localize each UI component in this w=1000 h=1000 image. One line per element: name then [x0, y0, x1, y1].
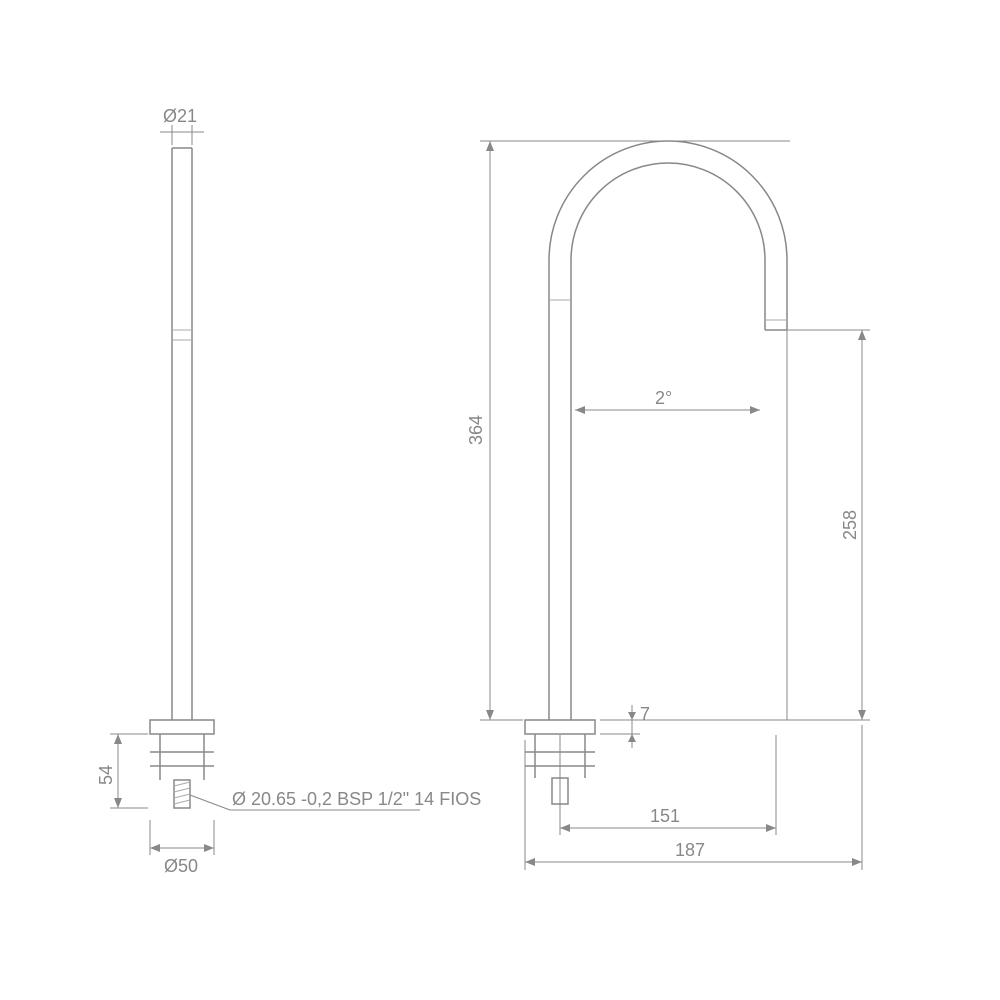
label-overall-height: 364 — [466, 415, 486, 445]
base-flange-left — [150, 720, 214, 808]
dim-mount-height: 54 — [96, 734, 148, 808]
label-thread-note: Ø 20.65 -0,2 BSP 1/2" 14 FIOS — [232, 789, 481, 809]
dim-overall-height: 364 — [466, 141, 545, 720]
label-base-diameter: Ø50 — [164, 856, 198, 876]
label-spout-drop: 258 — [840, 510, 860, 540]
label-reach-outer: 187 — [675, 840, 705, 860]
label-angle: 2° — [655, 388, 672, 408]
dim-spout-drop: 258 — [600, 330, 870, 720]
dim-reach-outer: 187 — [525, 725, 862, 870]
dim-flange-thickness: 7 — [600, 704, 650, 748]
dim-thread-note: Ø 20.65 -0,2 BSP 1/2" 14 FIOS — [190, 789, 481, 810]
label-reach-inner: 151 — [650, 806, 680, 826]
dim-top-diameter: Ø21 — [160, 106, 204, 145]
label-flange-thickness: 7 — [640, 704, 650, 724]
dim-base-diameter: Ø50 — [150, 820, 214, 876]
label-mount-height: 54 — [96, 765, 116, 785]
dim-reach-inner: 151 — [560, 735, 776, 835]
left-view: Ø21 — [96, 106, 481, 876]
tube — [172, 148, 192, 720]
dim-angle: 2° — [575, 388, 760, 414]
right-view: 2° 364 258 7 — [466, 141, 870, 870]
technical-drawing: Ø21 — [0, 0, 1000, 1000]
label-top-diameter: Ø21 — [163, 106, 197, 126]
